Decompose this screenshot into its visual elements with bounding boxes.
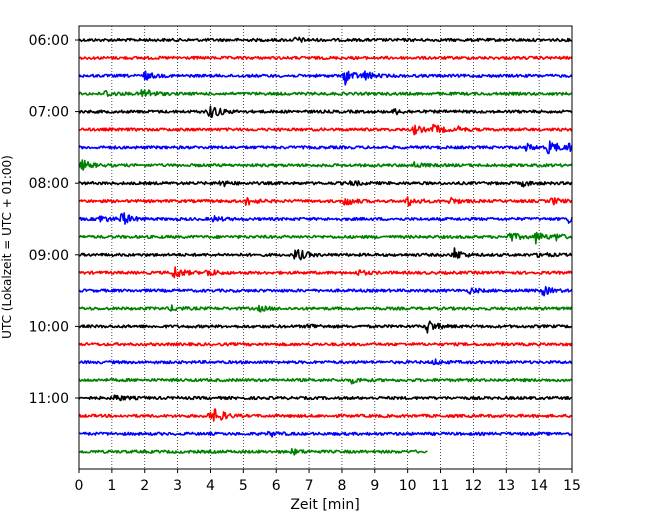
x-tick-label: 14 [530,478,548,494]
trace-line [78,430,573,438]
x-grid [111,26,540,469]
x-axis: 0 1 2 3 4 5 6 7 8 9 10 11 12 13 14 15 [75,469,581,494]
x-tick-label: 0 [75,478,84,494]
y-axis-label: UTC (Lokalzeit = UTC + 01:00) [0,155,14,339]
x-tick-label: 11 [432,478,450,494]
trace-line [78,394,573,402]
trace-line [78,285,573,297]
trace-line [78,231,573,245]
y-tick-label: 10:00 [29,319,69,335]
y-tick-label: 11:00 [29,391,69,407]
x-tick-label: 8 [337,478,346,494]
x-tick-label: 2 [140,478,149,494]
trace-line [78,196,573,207]
x-axis-label: Zeit [min] [290,497,359,513]
trace-line [78,212,573,225]
trace-line [78,70,573,86]
trace-line [78,89,573,98]
x-tick-label: 4 [206,478,215,494]
x-tick-label: 12 [464,478,482,494]
trace-line [78,159,573,171]
x-tick-label: 1 [107,478,116,494]
y-tick-label: 06:00 [29,33,69,49]
trace-line [78,320,573,334]
trace-line [78,105,573,119]
x-tick-label: 13 [497,478,515,494]
x-tick-label: 10 [399,478,417,494]
x-tick-label: 7 [305,478,314,494]
trace-line [78,55,573,61]
trace-line [78,266,573,279]
plot-background [79,26,572,469]
x-tick-label: 3 [173,478,182,494]
plot-frame [78,25,573,470]
y-axis: 06:00 07:00 08:00 09:00 10:00 11:00 [29,33,79,407]
trace-line [78,342,573,347]
trace-line [78,358,573,366]
x-tick-label: 6 [272,478,281,494]
trace-line [78,304,573,313]
traces [78,36,573,456]
y-tick-label: 09:00 [29,248,69,264]
trace-line [78,180,573,188]
x-tick-label: 5 [239,478,248,494]
trace-line [78,36,573,43]
x-tick-label: 9 [370,478,379,494]
trace-line [78,408,573,422]
trace-line [78,140,573,155]
trace-line [78,377,573,385]
trace-line [78,448,428,456]
trace-line [78,247,573,261]
y-tick-label: 07:00 [29,105,69,121]
y-tick-label: 08:00 [29,176,69,192]
trace-line [78,123,573,136]
x-tick-label: 15 [563,478,581,494]
